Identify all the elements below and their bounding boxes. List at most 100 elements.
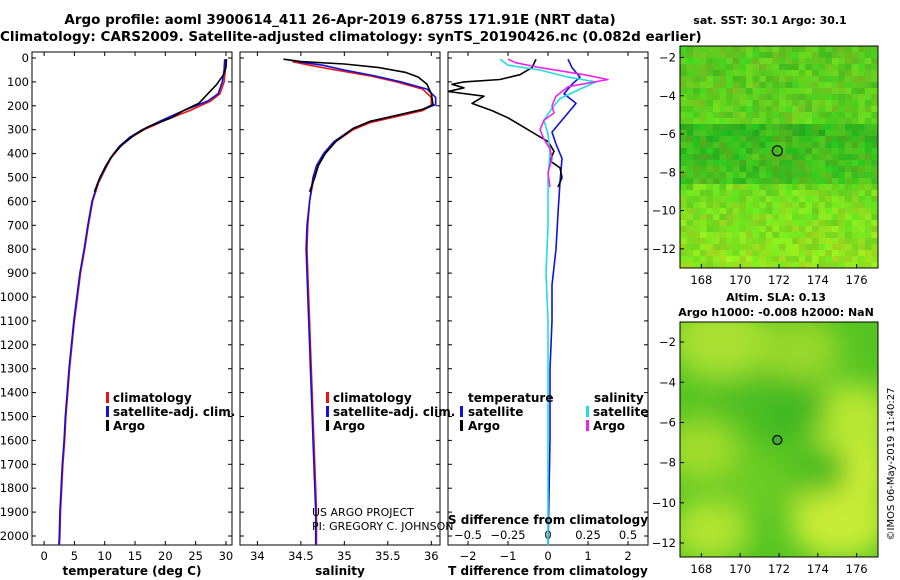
salinity-tick-label: 34: [250, 549, 265, 563]
depth-tick-label: 1700: [0, 457, 29, 471]
s-difference-axis-label: S difference from climatology: [448, 513, 648, 527]
figure-title-line-1: Argo profile: aoml 3900614_411 26-Apr-20…: [64, 12, 616, 28]
map-y-tick-label: −4: [659, 375, 676, 389]
temperature-tick-label: 0: [40, 549, 47, 563]
temperature-tick-label: 25: [188, 549, 203, 563]
legend-label-s-satellite: satellite: [593, 405, 648, 419]
pi-credit: PI: GREGORY C. JOHNSON: [312, 520, 453, 533]
map-x-tick-label: 168: [690, 273, 712, 287]
legend-swatch-t-argo: [460, 420, 463, 431]
depth-tick-label: 1800: [0, 481, 29, 495]
figure-title-line-2: Climatology: CARS2009. Satellite-adjuste…: [0, 29, 702, 45]
map-x-tick-label: 172: [768, 273, 790, 287]
depth-tick-label: 1600: [0, 433, 29, 447]
difference-s-tick-label: −0.25: [490, 528, 525, 542]
salinity-tick-label: 35: [337, 549, 352, 563]
legend-label-satellite: satellite-adj. clim.: [113, 405, 235, 419]
map-y-tick-label: −10: [652, 204, 676, 218]
legend-swatch-argo: [106, 420, 109, 431]
legend-label-s-argo: Argo: [593, 419, 625, 433]
map-x-tick-label: 172: [768, 562, 790, 576]
depth-tick-label: 400: [7, 147, 29, 161]
map-x-tick-label: 170: [729, 273, 751, 287]
depth-tick-label: 100: [7, 75, 29, 89]
legend-swatch-s-argo: [586, 420, 589, 431]
depth-tick-label: 1400: [0, 386, 29, 400]
salinity-series: [283, 58, 437, 545]
depth-tick-label: 1200: [0, 338, 29, 352]
series-argo: [93, 59, 228, 193]
difference-s-tick-label: −0.5: [454, 528, 482, 542]
depth-axis: 0 100 200 300 400 500 600 700 800 900 1000 1100 1200…: [0, 51, 648, 543]
difference-t-tick-label: −1: [500, 549, 517, 563]
depth-tick-label: 1500: [0, 410, 29, 424]
depth-tick-label: 2000: [0, 529, 29, 543]
legend-title-salinity: salinity: [594, 391, 644, 405]
map-x-tick-label: 174: [807, 562, 829, 576]
sst-map-axes: 168 170 172 174 176 −2 −4 −6 −8 −10 −12: [652, 50, 868, 287]
sla-map-subtitle: Argo h1000: -0.008 h2000: NaN: [678, 306, 874, 319]
salinity-axis-label: salinity: [315, 564, 365, 578]
difference-legend-salinity: salinity satellite Argo: [586, 391, 648, 433]
map-y-tick-label: −6: [659, 415, 676, 429]
difference-t-tick-label: 2: [624, 549, 631, 563]
series-salinity-argo: [507, 58, 609, 188]
salinity-plot-frame: [239, 51, 441, 546]
project-credit: US ARGO PROJECT: [312, 506, 414, 519]
difference-t-tick-label: 1: [584, 549, 591, 563]
series-temperature-satellite: [547, 58, 581, 545]
depth-tick-label: 1300: [0, 362, 29, 376]
temperature-series: [58, 59, 228, 545]
legend-label-climatology: climatology: [113, 391, 192, 405]
map-y-tick-label: −6: [659, 127, 676, 141]
map-x-tick-label: 176: [846, 562, 868, 576]
legend-swatch-climatology: [326, 392, 329, 403]
temperature-tick-label: 20: [158, 549, 173, 563]
series-temperature-argo: [448, 58, 563, 188]
temperature-tick-label: 10: [97, 549, 112, 563]
map-y-tick-label: −10: [652, 496, 676, 510]
legend-label-argo: Argo: [113, 419, 145, 433]
map-x-tick-label: 176: [846, 273, 868, 287]
map-x-tick-label: 168: [690, 562, 712, 576]
difference-series: [448, 58, 609, 545]
difference-s-tick-label: 0.25: [575, 528, 601, 542]
sla-map-title: Altim. SLA: 0.13: [726, 291, 826, 304]
legend-title-temperature: temperature: [468, 391, 553, 405]
salinity-x-axis: 34 34.5 35 35.5 36: [250, 52, 439, 563]
temperature-axis-label: temperature (deg C): [63, 564, 202, 578]
map-x-tick-label: 170: [729, 562, 751, 576]
depth-tick-label: 1900: [0, 505, 29, 519]
map-y-tick-label: −8: [659, 456, 676, 470]
depth-tick-label: 500: [7, 171, 29, 185]
legend-label-climatology: climatology: [333, 391, 412, 405]
generation-timestamp: ©IMOS 06-May-2019 11:40:27: [886, 388, 897, 541]
depth-tick-label: 300: [7, 123, 29, 137]
sst-map-title: sat. SST: 30.1 Argo: 30.1: [693, 14, 846, 27]
difference-legend-temperature: temperature satellite Argo: [460, 391, 553, 433]
salinity-tick-label: 35.5: [375, 549, 401, 563]
legend-label-satellite: satellite-adj. clim.: [333, 405, 455, 419]
difference-s-tick-label: 0.5: [619, 528, 637, 542]
temperature-tick-label: 30: [219, 549, 234, 563]
legend-swatch-t-satellite: [460, 406, 463, 417]
sst-argo-position-marker: [771, 145, 783, 157]
legend-swatch-satellite: [106, 406, 109, 417]
depth-tick-label: 800: [7, 242, 29, 256]
sst-map-image: [680, 46, 878, 268]
temperature-tick-label: 15: [128, 549, 143, 563]
depth-tick-label: 200: [7, 99, 29, 113]
depth-tick-label: 1100: [0, 314, 29, 328]
salinity-legend: climatology satellite-adj. clim. Argo: [326, 391, 455, 433]
legend-label-t-satellite: satellite: [468, 405, 523, 419]
map-y-tick-label: −2: [659, 50, 676, 64]
difference-t-tick-label: 0: [544, 549, 551, 563]
map-y-tick-label: −4: [659, 89, 676, 103]
depth-tick-label: 600: [7, 194, 29, 208]
legend-label-t-argo: Argo: [468, 419, 500, 433]
sla-argo-position-marker: [772, 434, 783, 446]
legend-swatch-climatology: [106, 392, 109, 403]
map-y-tick-label: −12: [652, 536, 676, 550]
depth-tick-label: 0: [22, 51, 29, 65]
